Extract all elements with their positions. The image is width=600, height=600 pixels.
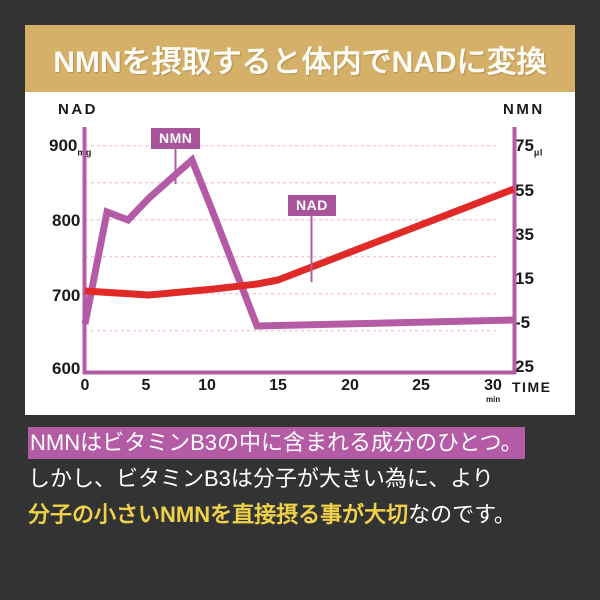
right-axis-name: NMN xyxy=(503,101,545,118)
left-axis-tick-800: 800 xyxy=(52,211,81,230)
bottom-copy-block: NMNはビタミンB3の中に含まれる成分のひとつ。 しかし、ビタミンB3は分子が大… xyxy=(0,427,600,540)
right-axis-tick-55: 55 xyxy=(515,181,534,200)
copy-line-2: しかし、ビタミンB3は分子が大きい為に、より xyxy=(28,466,494,491)
copy-line-1-text: NMNはビタミンB3の中に含まれる成分のひとつ。 xyxy=(28,427,525,459)
x-tick-5: 5 xyxy=(141,377,151,394)
x-tick-20: 20 xyxy=(341,377,359,394)
x-tick-15: 15 xyxy=(269,377,287,394)
chart-panel: NAD NMN 900mg 800 700 600 75μl 55 35 15 … xyxy=(25,92,575,415)
copy-line-1: NMNはビタミンB3の中に含まれる成分のひとつ。 xyxy=(28,427,600,459)
x-tick-0: 0 xyxy=(80,377,90,394)
x-tick-10: 10 xyxy=(198,377,216,394)
axis-frame xyxy=(82,127,517,375)
right-axis-unit: μl xyxy=(533,147,543,158)
series-line-nmn xyxy=(81,154,515,330)
left-axis-tick-600: 600 xyxy=(52,359,81,378)
page-title: NMNを摂取すると体内でNADに変換 xyxy=(53,45,547,79)
right-axis-tick-75-value: 75 xyxy=(515,136,534,155)
copy-line-3: 分子の小さいNMNを直接摂る事が大切なのです。 xyxy=(28,504,600,526)
right-axis-tick-15: 15 xyxy=(515,269,534,288)
callout-nmn: NMN xyxy=(151,128,201,149)
copy-line-3-tail: なのです。 xyxy=(408,502,516,527)
gridlines xyxy=(87,145,499,332)
series-line-nad xyxy=(84,185,516,299)
left-axis-name: NAD xyxy=(58,101,98,118)
x-axis-name: TIME xyxy=(512,379,552,395)
title-banner: NMNを摂取すると体内でNADに変換 xyxy=(25,25,575,92)
x-tick-25: 25 xyxy=(412,377,430,394)
callout-nad: NAD xyxy=(288,195,336,216)
right-axis-tick-35: 35 xyxy=(515,225,534,244)
left-axis-tick-900-value: 900 xyxy=(49,136,78,155)
x-axis-unit: min xyxy=(486,395,501,404)
right-axis-tick-75: 75μl xyxy=(515,136,543,157)
right-axis-tick-minus5: -5 xyxy=(515,313,531,332)
chart-plot xyxy=(81,127,517,375)
right-axis-tick-25: 25 xyxy=(515,357,534,376)
x-tick-30: 30 xyxy=(484,377,502,394)
left-axis-tick-700: 700 xyxy=(52,286,81,305)
copy-line-3-emphasis: 分子の小さいNMNを直接摂る事が大切 xyxy=(28,502,409,527)
